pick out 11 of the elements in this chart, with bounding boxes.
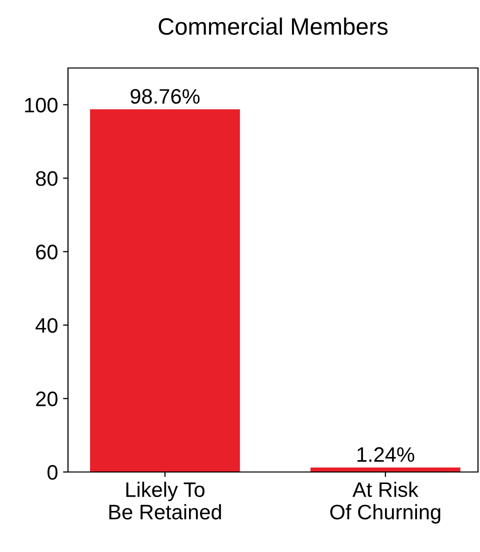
x-tick-label: Likely To Be Retained — [109, 482, 221, 520]
y-tick-label: 0 — [48, 465, 58, 480]
y-tick-label: 80 — [36, 171, 58, 186]
data-label: 1.24% — [357, 447, 414, 462]
y-tick-label: 20 — [36, 392, 58, 406]
chart-title: Commercial Members — [158, 18, 388, 35]
y-tick-label: 40 — [36, 318, 58, 333]
y-tick-label: 60 — [36, 244, 58, 260]
data-label: 98.76% — [130, 89, 200, 104]
y-tick-label: 100 — [25, 98, 58, 112]
x-tick-label: At Risk Of Churning — [330, 482, 440, 524]
